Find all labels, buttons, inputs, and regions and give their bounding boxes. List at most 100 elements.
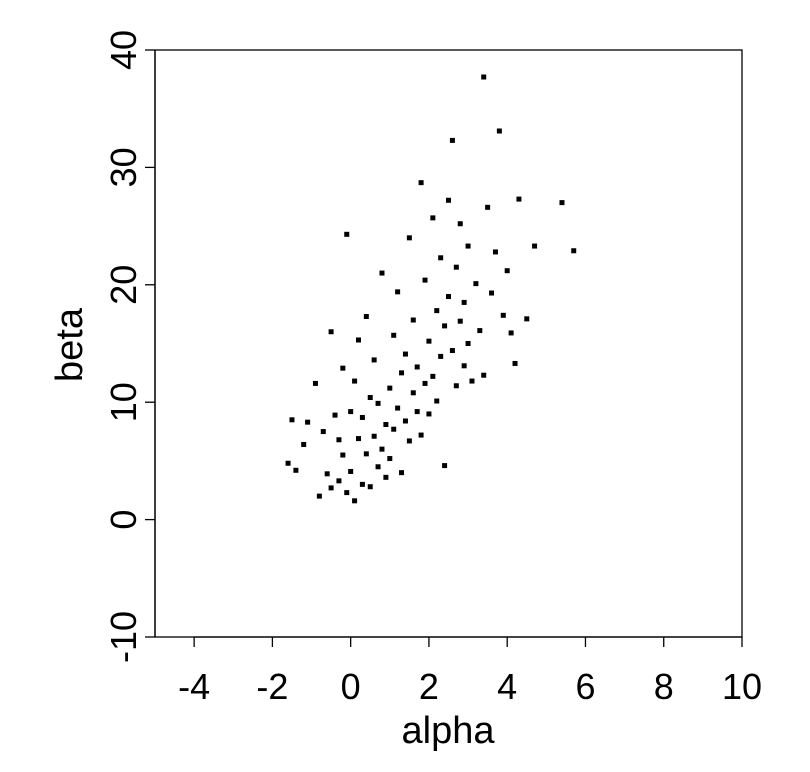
data-point [371,433,377,439]
data-point [359,414,365,420]
data-point [336,437,342,443]
data-point [465,243,471,249]
y-tick-label: 10 [103,382,144,422]
data-point [375,400,381,406]
data-point [355,436,361,442]
data-point [402,351,408,357]
data-point [410,390,416,396]
data-point [532,243,538,249]
data-point [559,200,565,206]
data-point [414,364,420,370]
data-point [524,316,530,322]
data-point [426,411,432,417]
data-point [340,452,346,458]
data-point [305,419,311,425]
data-point [442,323,448,329]
data-point [496,128,502,134]
data-point [383,422,389,428]
data-point [473,281,479,287]
data-point [363,451,369,457]
data-point [430,373,436,379]
data-point [336,478,342,484]
data-point [449,137,455,143]
data-point [461,299,467,305]
y-tick-label: 20 [103,265,144,305]
data-point [367,484,373,490]
data-point [395,405,401,411]
x-tick-label: 0 [341,666,361,707]
data-point [457,221,463,227]
x-tick-label: 10 [722,666,762,707]
data-point [453,383,459,389]
data-point [481,372,487,378]
data-point [449,348,455,354]
data-point [301,441,307,447]
data-point [512,360,518,366]
data-point [485,204,491,210]
data-point [500,312,506,318]
data-point [453,264,459,270]
data-point [477,328,483,334]
data-point [481,74,487,80]
data-point [387,456,393,462]
data-point [410,317,416,323]
data-point [312,380,318,386]
data-point [391,332,397,338]
data-point [571,248,577,254]
data-point [399,370,405,376]
data-point [328,485,334,491]
data-point [504,268,510,274]
data-point [446,294,451,300]
y-tick-label: -10 [103,611,144,663]
data-point [352,498,358,504]
y-axis-title: beta [49,307,91,382]
data-point [363,313,369,319]
x-axis: -4 -2 0 2 4 6 8 10 [178,636,762,707]
data-point [285,460,291,466]
data-point [418,432,424,438]
data-point [379,446,385,452]
data-point [320,429,326,435]
x-tick-label: 6 [575,666,595,707]
data-point [461,363,467,369]
data-point [383,474,389,480]
data-point [355,337,361,343]
data-point [434,308,440,314]
data-point [406,438,412,444]
data-point [422,380,428,386]
data-point [399,470,405,476]
data-point [402,418,408,424]
data-point [379,270,385,276]
data-point [422,277,428,283]
x-tick-label: 2 [419,666,439,707]
data-point [430,215,436,221]
data-point [344,490,350,496]
x-tick-label: 8 [654,666,674,707]
data-point [438,255,444,261]
data-point [414,409,420,415]
data-point [457,318,463,324]
data-point [332,412,338,418]
plot-area-frame [154,49,743,638]
data-point [340,365,346,371]
data-point [316,493,322,499]
data-point [387,385,393,391]
data-point [508,330,514,336]
data-point [367,395,373,401]
data-point [465,341,471,346]
y-axis: -10 0 10 20 30 40 [103,30,156,663]
data-points [285,74,577,504]
x-tick-label: 4 [497,666,517,707]
data-point [395,289,401,295]
data-point [442,463,448,469]
data-point [359,481,365,487]
data-point [434,398,440,404]
data-point [406,235,412,241]
x-tick-label: -4 [178,666,210,707]
data-point [324,471,330,477]
data-point [293,467,299,473]
data-point [418,180,424,186]
data-point [375,464,381,470]
data-point [446,197,451,203]
